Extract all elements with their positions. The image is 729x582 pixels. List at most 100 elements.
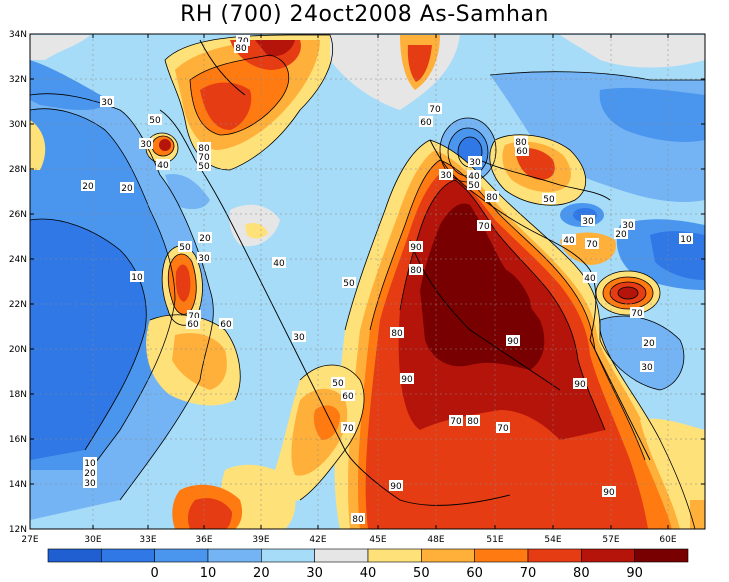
contour-label: 80 [390,327,404,339]
svg-text:80: 80 [391,329,403,339]
svg-text:30: 30 [469,158,481,168]
svg-text:60: 60 [420,118,432,128]
contour-label: 90 [389,480,403,492]
contour-label: 50 [331,377,345,389]
svg-text:70: 70 [188,312,200,322]
contour-label: 70 [197,151,211,163]
contour-label: 20 [614,228,628,240]
contour-label: 60 [341,390,355,402]
contour-label: 50 [542,193,556,205]
coastlines [159,39,651,506]
contour-label: 80 [234,42,248,54]
contour-label: 50 [467,179,481,191]
svg-text:70: 70 [198,153,210,163]
svg-text:30: 30 [622,221,634,231]
svg-text:90: 90 [401,375,413,385]
svg-text:80: 80 [515,138,527,148]
svg-text:50: 50 [179,243,191,253]
svg-text:20: 20 [199,234,211,244]
contour-label: 80 [485,191,499,203]
svg-text:70: 70 [478,222,490,232]
colorbar-swatch [581,548,635,563]
colorbar-swatch [154,548,209,563]
contour-label: 70 [341,422,355,434]
contour-label: 40 [583,272,597,284]
svg-text:60: 60 [220,320,232,330]
contour-label: 10 [83,457,97,469]
contour-label: 60 [219,318,233,330]
colorbar-swatch [421,548,475,563]
contour-label: 30 [581,215,595,227]
lat-tick-label: 28N [9,165,27,175]
contour-label: 30 [83,477,97,489]
colorbar-swatch [47,548,102,563]
svg-text:90: 90 [390,482,402,492]
contour-label: 90 [506,335,520,347]
lat-tick-label: 18N [9,390,27,400]
contour-label: 70 [585,238,599,250]
svg-text:70: 70 [429,105,441,115]
svg-text:90: 90 [574,380,586,390]
lon-tick-label: 42E [309,535,326,545]
contour-label: 90 [573,378,587,390]
colorbar-swatch [527,548,582,563]
svg-text:30: 30 [440,171,452,181]
contour-label: 20 [198,232,212,244]
contour-label: 40 [467,170,481,182]
lon-tick-label: 45E [369,535,386,545]
colorbar-swatch [474,548,529,563]
plot-frame [29,33,706,530]
contour-label: 40 [156,159,170,171]
colorbar-swatch [261,548,315,563]
lat-tick-label: 24N [9,255,27,265]
lon-tick-label: 57E [602,535,619,545]
contour-label: 70 [187,310,201,322]
svg-text:40: 40 [468,172,480,182]
svg-text:30: 30 [140,140,152,150]
svg-text:30: 30 [101,98,113,108]
svg-text:30: 30 [582,217,594,227]
svg-text:40: 40 [157,161,169,171]
svg-text:70: 70 [450,417,462,427]
contour-label: 20 [81,180,95,192]
svg-text:80: 80 [198,144,210,154]
svg-text:50: 50 [343,279,355,289]
svg-text:80: 80 [352,515,364,525]
svg-text:20: 20 [84,469,96,479]
contour-label: 40 [562,234,576,246]
lon-tick-label: 30E [84,535,101,545]
colorbar-label: 90 [626,566,643,581]
svg-text:20: 20 [82,182,94,192]
svg-text:70: 70 [631,309,643,319]
svg-text:80: 80 [486,193,498,203]
contour-label: 10 [130,271,144,283]
colorbar-swatch [367,548,422,563]
lon-tick-label: 60E [659,535,676,545]
svg-text:60: 60 [187,320,199,330]
svg-text:20: 20 [121,184,133,194]
colorbar-label: 60 [466,566,483,581]
axis-ticks [29,33,705,530]
svg-text:20: 20 [615,230,627,240]
contour-label: 40 [272,257,286,269]
contour-label: 70 [496,422,510,434]
lon-tick-label: 36E [195,535,212,545]
svg-text:40: 40 [584,274,596,284]
contour-label: 20 [642,337,656,349]
svg-text:50: 50 [332,379,344,389]
contour-label: 50 [342,277,356,289]
contour-label: 90 [602,486,616,498]
lat-tick-label: 14N [9,480,27,490]
colorbar-label: 80 [573,566,590,581]
colorbar-label: 30 [306,566,323,581]
colorbar-label: 50 [413,566,430,581]
colorbar-label: 20 [253,566,270,581]
colorbar-swatch [101,548,155,563]
contour-label: 60 [186,318,200,330]
contour-label: 90 [400,373,414,385]
svg-text:60: 60 [516,147,528,157]
lat-tick-label: 12N [9,525,27,535]
lat-tick-label: 30N [9,120,27,130]
contour-label: 60 [419,116,433,128]
colorbar-label: 70 [520,566,537,581]
